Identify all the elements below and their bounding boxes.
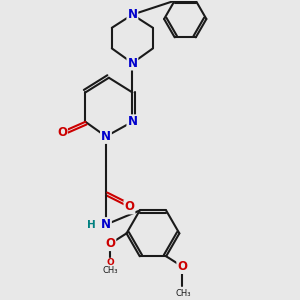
Text: N: N [101, 130, 111, 143]
Text: CH₃: CH₃ [175, 290, 190, 298]
Text: O: O [105, 237, 116, 250]
Text: O: O [124, 200, 134, 214]
Text: N: N [128, 115, 137, 128]
Text: CH₃: CH₃ [102, 266, 118, 275]
Text: N: N [128, 57, 137, 70]
Text: N: N [128, 8, 137, 21]
Text: O: O [177, 260, 187, 273]
Text: H: H [87, 220, 96, 230]
Text: O: O [57, 126, 67, 139]
Text: O: O [106, 258, 114, 267]
Text: N: N [101, 218, 111, 231]
